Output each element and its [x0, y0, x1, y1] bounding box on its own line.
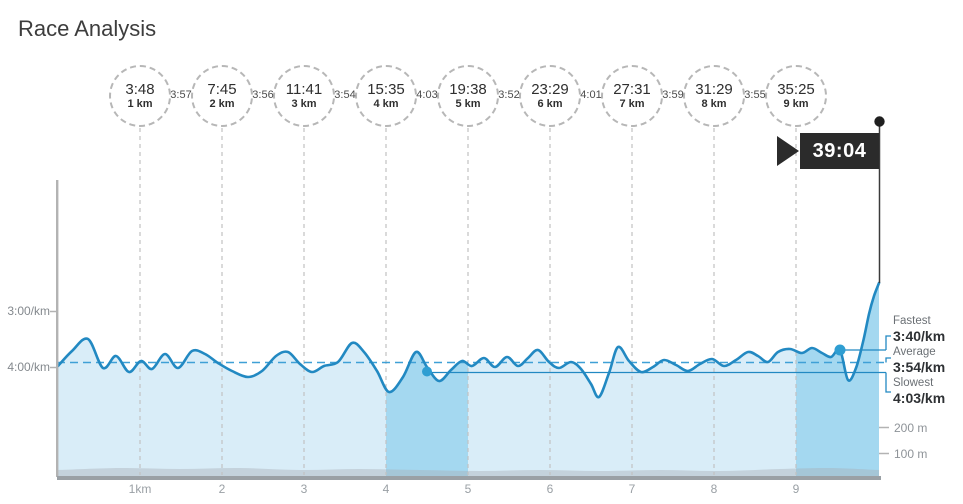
- between-pace-label: 3:56: [252, 89, 274, 101]
- stat-fastest-label: Fastest: [893, 315, 931, 327]
- split-circle-2km[interactable]: 7:45 2 km: [191, 65, 253, 127]
- split-time: 7:45: [207, 81, 237, 98]
- slowest-km-highlight: [386, 351, 468, 476]
- split-distance: 8 km: [701, 98, 727, 110]
- split-circle-9km[interactable]: 35:25 9 km: [765, 65, 827, 127]
- elevation-profile: [58, 467, 879, 476]
- split-distance: 2 km: [209, 98, 235, 110]
- split-circle-1km[interactable]: 3:48 1 km: [109, 65, 171, 127]
- x-axis-label-8: 8: [710, 482, 718, 496]
- stat-average: Average 3:54/km: [893, 346, 945, 375]
- between-pace-label: 3:59: [662, 89, 684, 101]
- elevation-axis-ticks: [879, 426, 889, 455]
- split-circle-6km[interactable]: 23:29 6 km: [519, 65, 581, 127]
- fastest-point-dot[interactable]: [834, 344, 846, 356]
- x-axis-label-9: 9: [792, 482, 800, 496]
- between-pace-label: 3:57: [170, 89, 192, 101]
- split-time: 11:41: [285, 81, 323, 98]
- x-axis-label-1km: 1km: [128, 482, 152, 496]
- km-gridlines: [139, 128, 797, 475]
- stat-average-label: Average: [893, 346, 936, 358]
- stat-slowest: Slowest 4:03/km: [893, 377, 945, 406]
- x-axis-label-6: 6: [546, 482, 554, 496]
- finish-time: 39:04: [812, 139, 867, 162]
- split-time: 23:29: [531, 81, 569, 98]
- stat-brackets: [885, 335, 891, 393]
- pace-axis-label-upper: 3:00/km: [7, 304, 50, 318]
- x-axis-label-7: 7: [628, 482, 636, 496]
- split-time: 35:25: [777, 81, 815, 98]
- split-distance: 6 km: [537, 98, 563, 110]
- slowest-point-dot[interactable]: [422, 366, 432, 377]
- fastest-km-highlight: [796, 283, 879, 476]
- elevation-label-100m: 100 m: [894, 447, 928, 461]
- y-axis-ticks: [50, 310, 57, 369]
- split-time: 15:35: [367, 81, 405, 98]
- stat-average-value: 3:54/km: [893, 359, 946, 375]
- split-distance: 7 km: [619, 98, 645, 110]
- split-distance: 5 km: [455, 98, 481, 110]
- split-circle-3km[interactable]: 11:41 3 km: [273, 65, 335, 127]
- split-circle-8km[interactable]: 31:29 8 km: [683, 65, 745, 127]
- split-distance: 3 km: [291, 98, 317, 110]
- flag-pole-dot: [874, 116, 885, 127]
- split-circle-7km[interactable]: 27:31 7 km: [601, 65, 663, 127]
- finish-flag: 39:04: [800, 133, 879, 169]
- split-distance: 9 km: [783, 98, 809, 110]
- x-axis-label-5: 5: [464, 482, 472, 496]
- between-pace-label: 3:55: [744, 89, 766, 101]
- stat-fastest-value: 3:40/km: [893, 328, 946, 344]
- between-pace-label: 3:54: [334, 89, 356, 101]
- pace-axis-label-lower: 4:00/km: [7, 360, 50, 374]
- between-pace-label: 3:52: [498, 89, 520, 101]
- split-time: 31:29: [695, 81, 733, 98]
- x-axis-bar: [57, 476, 881, 480]
- x-axis-label-4: 4: [382, 482, 390, 496]
- split-time: 3:48: [125, 81, 155, 98]
- pace-curve: [56, 281, 881, 399]
- stat-slowest-value: 4:03/km: [893, 390, 946, 406]
- stat-fastest: Fastest 3:40/km: [893, 315, 945, 344]
- flag-chevron: [777, 136, 799, 166]
- stat-slowest-label: Slowest: [893, 377, 934, 389]
- split-circle-4km[interactable]: 15:35 4 km: [355, 65, 417, 127]
- split-time: 27:31: [613, 81, 651, 98]
- x-axis-label-2: 2: [218, 482, 226, 496]
- elevation-label-200m: 200 m: [894, 421, 928, 435]
- between-pace-label: 4:01: [580, 89, 602, 101]
- page-title: Race Analysis: [18, 16, 157, 41]
- x-axis-label-3: 3: [300, 482, 308, 496]
- split-time: 19:38: [449, 81, 487, 98]
- split-circle-5km[interactable]: 19:38 5 km: [437, 65, 499, 127]
- between-pace-label: 4:03: [416, 89, 438, 101]
- y-axis-line: [56, 180, 59, 477]
- split-distance: 1 km: [127, 98, 153, 110]
- split-distance: 4 km: [373, 98, 399, 110]
